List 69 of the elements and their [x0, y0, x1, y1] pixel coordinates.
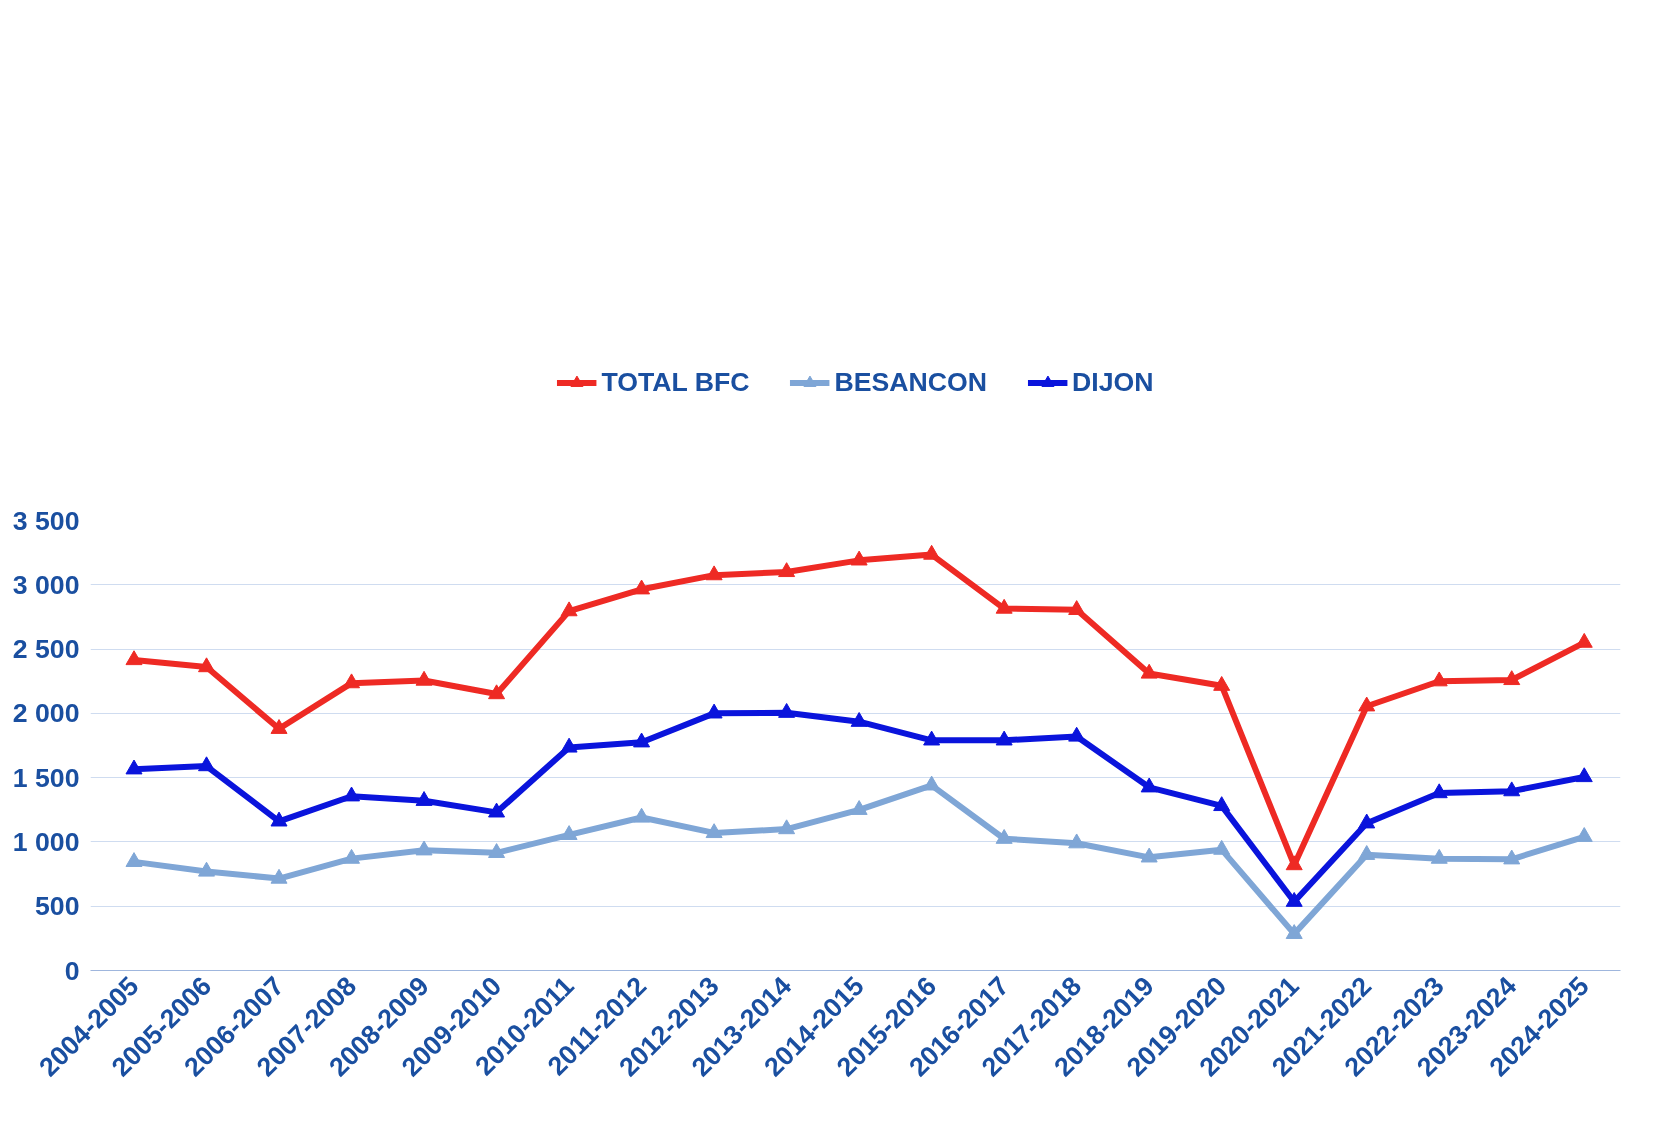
point	[343, 786, 361, 802]
y-tick-label: 2 500	[12, 634, 80, 665]
point	[1140, 777, 1158, 793]
point	[1503, 781, 1521, 797]
point	[415, 791, 433, 806]
point	[198, 657, 216, 673]
point	[1213, 675, 1231, 691]
point	[415, 840, 433, 856]
point	[488, 802, 506, 818]
point	[1213, 796, 1231, 812]
point	[850, 711, 868, 727]
y-tick-label: 500	[35, 891, 80, 922]
point	[778, 819, 796, 835]
point	[1285, 891, 1303, 907]
point	[1430, 671, 1448, 687]
point	[488, 684, 506, 700]
point	[1068, 600, 1086, 615]
point	[705, 565, 723, 581]
y-tick-label: 1 500	[12, 762, 80, 793]
point	[1358, 696, 1376, 712]
point	[923, 544, 941, 560]
point	[923, 730, 941, 746]
point	[198, 756, 216, 772]
point	[633, 732, 651, 748]
y-tick-label: 1 000	[12, 826, 80, 857]
y-tick-label: 2 000	[12, 698, 80, 729]
legend-label: DIJON	[1072, 366, 1154, 398]
point	[995, 598, 1013, 614]
point	[488, 843, 506, 858]
point	[125, 852, 143, 867]
point	[560, 825, 578, 840]
legend-label: TOTAL BFC	[601, 366, 750, 398]
point	[1285, 855, 1303, 871]
point	[1503, 670, 1521, 686]
point	[560, 601, 578, 617]
point	[343, 673, 361, 689]
point	[1140, 847, 1158, 863]
point	[415, 670, 433, 686]
point	[343, 848, 361, 864]
point	[1575, 767, 1593, 783]
point	[705, 823, 723, 839]
point	[633, 579, 651, 595]
point	[270, 811, 288, 827]
y-tick-label: 3 500	[12, 505, 80, 536]
point	[270, 868, 288, 884]
point	[270, 719, 288, 734]
point	[995, 730, 1013, 746]
point	[125, 759, 143, 775]
legend-label: BESANCON	[834, 366, 988, 398]
point	[850, 800, 868, 815]
point	[1068, 726, 1086, 742]
point	[560, 737, 578, 753]
point	[1285, 924, 1303, 939]
point	[1213, 839, 1231, 855]
point	[778, 562, 796, 578]
point	[995, 828, 1013, 844]
point	[1140, 663, 1158, 679]
y-tick-label: 3 000	[12, 569, 80, 600]
point	[198, 861, 216, 877]
point	[1358, 813, 1376, 829]
point	[1503, 849, 1521, 865]
point	[778, 702, 796, 718]
point	[1068, 833, 1086, 849]
point	[125, 650, 143, 666]
point	[923, 775, 941, 791]
point	[633, 807, 651, 823]
point	[850, 550, 868, 566]
point	[1358, 845, 1376, 860]
point	[1430, 848, 1448, 864]
